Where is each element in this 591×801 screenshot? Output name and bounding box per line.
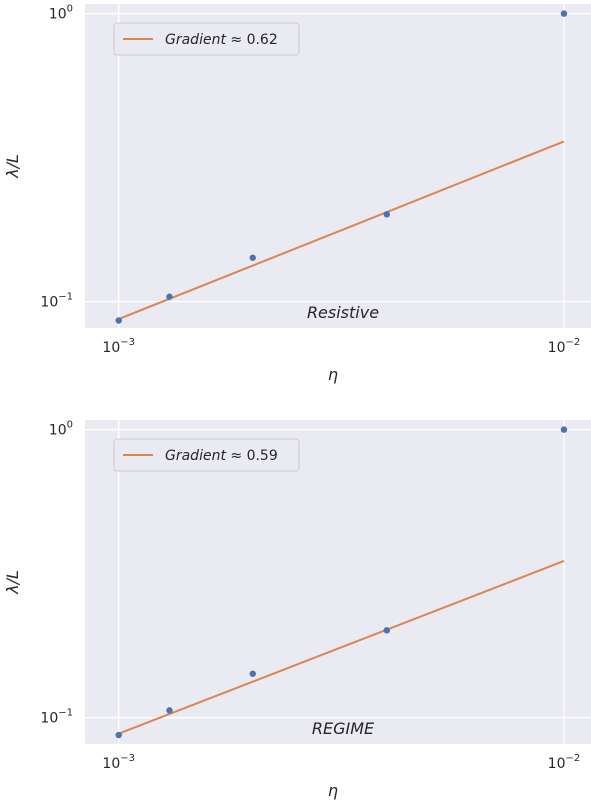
- data-point: [166, 293, 173, 300]
- data-point: [383, 211, 390, 218]
- data-point: [249, 254, 256, 261]
- y-tick-label: 100: [49, 4, 73, 23]
- data-point: [115, 317, 122, 324]
- legend-box: [113, 438, 300, 472]
- annotation-label: Resistive: [307, 303, 379, 322]
- legend: Gradient ≈ 0.59: [113, 438, 300, 472]
- data-point: [560, 426, 568, 433]
- y-axis-label: λ/L: [3, 570, 22, 595]
- x-tick-label: 10−2: [548, 337, 581, 356]
- annotation-label: REGIME: [312, 719, 375, 738]
- data-point: [166, 707, 173, 714]
- plot-background: [85, 420, 591, 744]
- data-point: [383, 627, 390, 634]
- chart-panel-2: 10−3 10−2 10−1 100 η λ/L Gradient ≈ 0.59 REGIME: [3, 420, 591, 800]
- data-point: [115, 731, 122, 739]
- legend-label: Gradient ≈ 0.59: [165, 448, 278, 464]
- x-tick-label: 10−2: [548, 753, 581, 772]
- plot-background: [85, 4, 591, 328]
- x-axis-label: η: [328, 365, 338, 384]
- x-tick-label: 10−3: [102, 753, 135, 772]
- y-tick-label: 10−1: [40, 708, 73, 727]
- chart-panel-1: 10−3 10−2 10−1 100 η λ/L Gradient ≈ 0.62 Resist…: [3, 4, 591, 384]
- x-axis-label: η: [328, 781, 338, 800]
- legend-label: Gradient ≈ 0.62: [165, 32, 278, 48]
- data-point: [560, 10, 568, 17]
- fit-line: [118, 560, 565, 735]
- x-tick-label: 10−3: [102, 337, 135, 356]
- y-axis-label: λ/L: [3, 154, 22, 179]
- y-tick-label: 10−1: [40, 292, 73, 311]
- legend: Gradient ≈ 0.62: [113, 22, 300, 56]
- y-tick-label: 100: [49, 420, 73, 439]
- legend-box: [113, 22, 300, 56]
- fit-line: [118, 140, 565, 320]
- data-point: [249, 670, 256, 677]
